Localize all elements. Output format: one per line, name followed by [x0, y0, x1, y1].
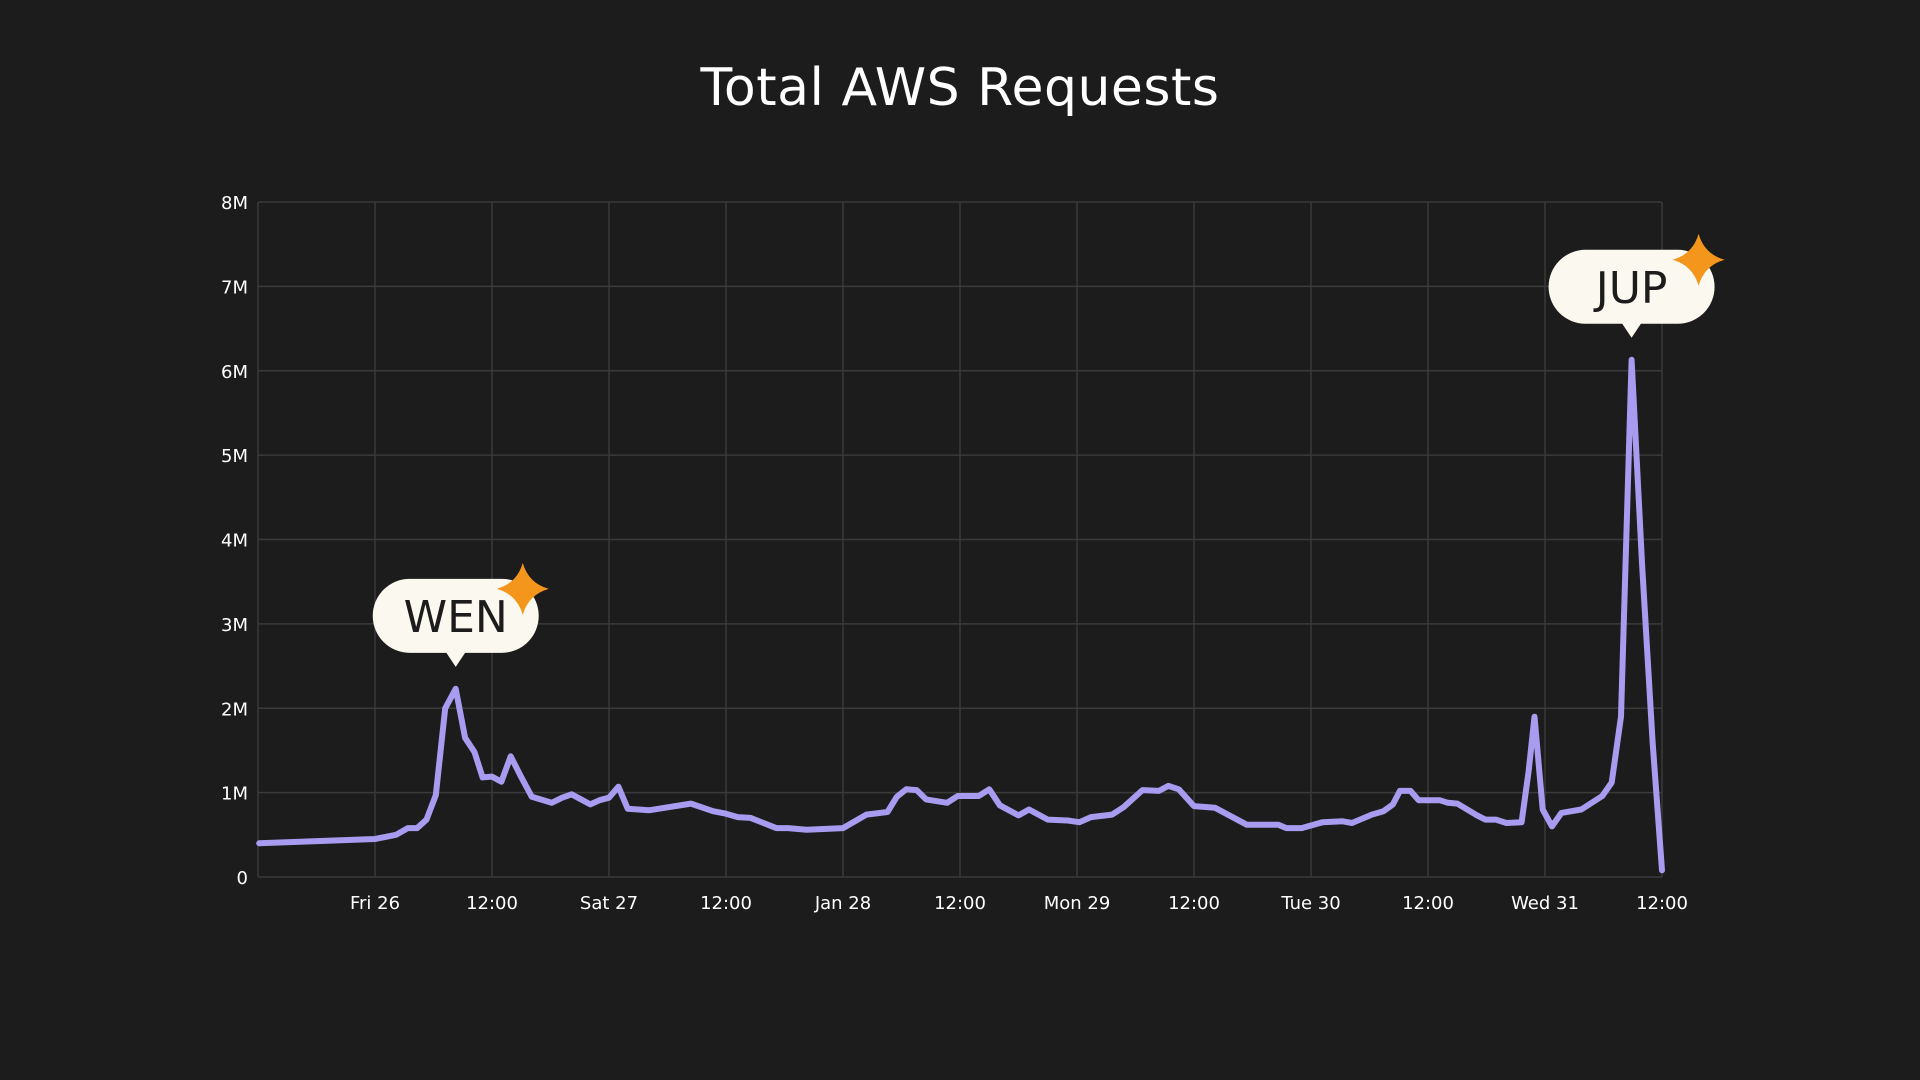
x-tick-label: Wed 31	[1511, 893, 1579, 914]
y-tick-label: 7M	[221, 277, 248, 298]
y-tick-label: 1M	[221, 784, 248, 805]
grid-lines	[257, 201, 1663, 878]
annotations: WEN JUP	[372, 233, 1725, 667]
chart-title: Total AWS Requests	[700, 58, 1220, 118]
callout-label: JUP	[1593, 263, 1668, 314]
x-tick-label: Mon 29	[1044, 893, 1111, 914]
x-tick-label: Sat 27	[580, 893, 638, 914]
callout-bubble	[372, 578, 539, 653]
y-tick-label: 6M	[221, 362, 248, 383]
x-tick-label: Tue 30	[1280, 893, 1340, 914]
y-tick-label: 0	[237, 868, 248, 889]
callout-bubble	[1548, 249, 1715, 324]
y-tick-label: 4M	[221, 531, 248, 552]
y-tick-label: 3M	[221, 615, 248, 636]
y-tick-label: 8M	[221, 193, 248, 214]
callout-wen: WEN	[372, 562, 549, 667]
callout-label: WEN	[404, 592, 508, 643]
callout-pointer	[445, 651, 466, 667]
y-tick-label: 5M	[221, 446, 248, 467]
sparkle-icon	[496, 562, 549, 615]
axis-labels: 0 1M 2M 3M 4M 5M 6M 7M 8M Fri 26 12:00 Sat 27 12:00 J…	[221, 193, 1688, 914]
callout-jup: JUP	[1548, 233, 1725, 338]
x-tick-label: Jan 28	[814, 893, 871, 914]
x-tick-label: 12:00	[1402, 893, 1454, 914]
x-tick-label: 12:00	[934, 893, 986, 914]
callout-pointer	[1621, 322, 1642, 338]
y-tick-label: 2M	[221, 699, 248, 720]
x-tick-label: 12:00	[700, 893, 752, 914]
series-layer	[256, 356, 1665, 874]
x-tick-label: Fri 26	[350, 893, 400, 914]
sparkle-icon	[1672, 233, 1725, 286]
x-tick-label: 12:00	[1168, 893, 1220, 914]
x-tick-label: 12:00	[466, 893, 518, 914]
x-tick-label: 12:00	[1636, 893, 1688, 914]
